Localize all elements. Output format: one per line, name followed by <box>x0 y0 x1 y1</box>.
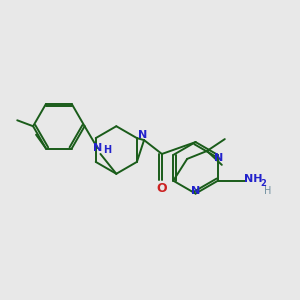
Text: H: H <box>264 186 271 196</box>
Text: NH: NH <box>244 174 263 184</box>
Text: N: N <box>214 153 224 163</box>
Text: O: O <box>157 182 167 195</box>
Text: N: N <box>138 130 148 140</box>
Text: N: N <box>191 186 200 196</box>
Text: H: H <box>103 145 112 155</box>
Text: 2: 2 <box>260 179 266 188</box>
Text: N: N <box>93 143 102 153</box>
